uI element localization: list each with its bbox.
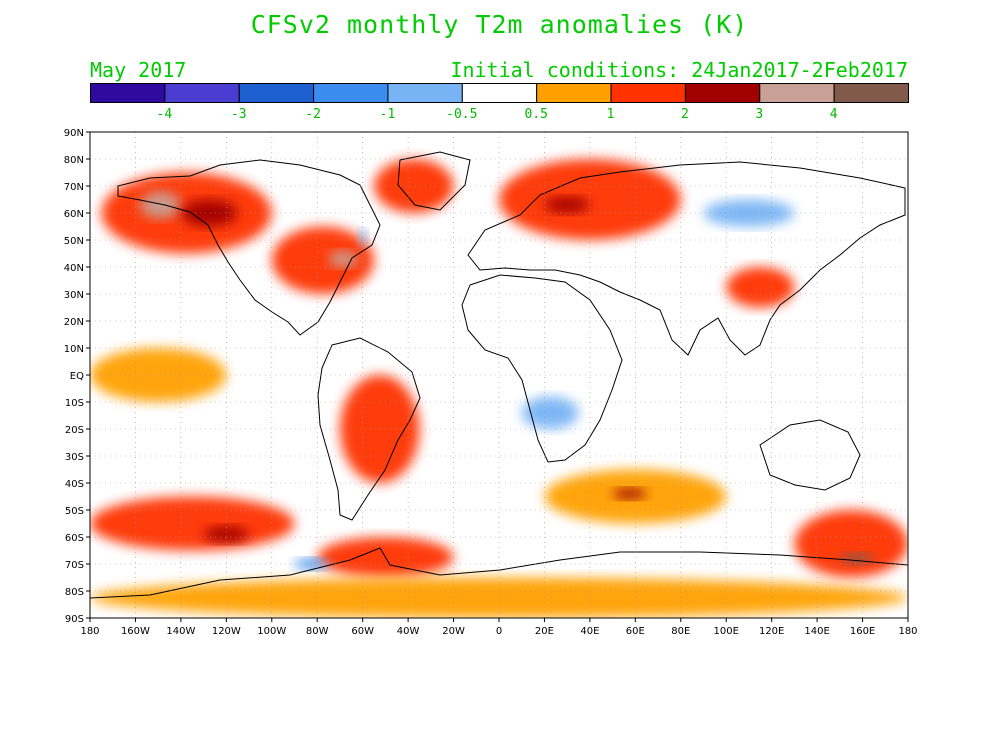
anomaly-region bbox=[328, 250, 359, 267]
lon-tick-label: 180 bbox=[898, 626, 917, 637]
anomaly-region bbox=[726, 267, 795, 308]
lon-tick-label: 40E bbox=[580, 626, 599, 637]
lat-tick-label: 70S bbox=[65, 560, 84, 571]
chart-title: CFSv2 monthly T2m anomalies (K) bbox=[250, 10, 749, 39]
lon-tick-label: 20W bbox=[442, 626, 465, 637]
lon-tick-label: 60E bbox=[626, 626, 645, 637]
lat-tick-label: 90N bbox=[64, 128, 84, 139]
lat-tick-label: 80S bbox=[65, 587, 84, 598]
lon-tick-label: 80W bbox=[306, 626, 329, 637]
lat-tick-label: 30N bbox=[64, 290, 84, 301]
lon-tick-label: 40W bbox=[397, 626, 420, 637]
initial-conditions-label: Initial conditions: 24Jan2017-2Feb2017 bbox=[450, 58, 908, 82]
anomaly-region bbox=[521, 396, 579, 429]
colorbar-tick-label: 4 bbox=[830, 107, 838, 122]
lon-tick-label: 80E bbox=[671, 626, 690, 637]
lat-tick-label: 60S bbox=[65, 533, 84, 544]
coastline-australia bbox=[759, 419, 861, 491]
lat-tick-label: 80N bbox=[64, 155, 84, 166]
lat-tick-label: 60N bbox=[64, 209, 84, 220]
coastline-eurasia bbox=[467, 161, 906, 356]
colorbar-tick-label: -0.5 bbox=[446, 107, 477, 122]
lat-tick-label: 10S bbox=[65, 398, 84, 409]
colorbar-tick-label: -2 bbox=[305, 107, 321, 122]
target-month-label: May 2017 bbox=[90, 58, 187, 82]
coastline-north-america bbox=[117, 159, 381, 336]
lon-tick-label: 100E bbox=[714, 626, 739, 637]
colorbar-tick-label: -1 bbox=[380, 107, 396, 122]
lon-tick-label: 100W bbox=[257, 626, 286, 637]
coastline-antarctica bbox=[90, 547, 908, 599]
anomaly-region bbox=[839, 553, 874, 564]
anomaly-region bbox=[180, 199, 238, 227]
lat-tick-label: 90S bbox=[65, 614, 84, 625]
lat-tick-label: 40N bbox=[64, 263, 84, 274]
lon-tick-label: 20E bbox=[535, 626, 554, 637]
colorbar-tick-label: -4 bbox=[157, 107, 173, 122]
anomaly-region bbox=[339, 375, 420, 483]
lat-tick-label: 20N bbox=[64, 317, 84, 328]
anomaly-region bbox=[203, 526, 250, 543]
lon-tick-label: 160E bbox=[850, 626, 875, 637]
colorbar-swatch bbox=[833, 83, 909, 103]
lat-tick-label: 30S bbox=[65, 452, 84, 463]
colorbar-tick-label: 3 bbox=[755, 107, 763, 122]
lat-tick-label: 50S bbox=[65, 506, 84, 517]
lon-tick-label: 0 bbox=[496, 626, 502, 637]
anomaly-region bbox=[294, 558, 329, 570]
coastline-south-america bbox=[317, 337, 421, 521]
colorbar-legend: -4 -3 -2 -1 -0.5 0.5 1 2 3 4 bbox=[90, 83, 909, 122]
lat-tick-label: EQ bbox=[70, 371, 84, 382]
colorbar-tick-label: 0.5 bbox=[524, 107, 547, 122]
lon-tick-label: 60W bbox=[351, 626, 374, 637]
anomaly-region bbox=[499, 159, 681, 240]
lon-tick-label: 140W bbox=[166, 626, 195, 637]
anomaly-region bbox=[794, 510, 908, 578]
coastline-africa bbox=[461, 274, 623, 463]
lon-tick-label: 140E bbox=[804, 626, 829, 637]
coastline-greenland bbox=[397, 151, 471, 211]
anomaly-region bbox=[544, 196, 590, 213]
anomaly-region bbox=[374, 159, 454, 213]
lat-tick-label: 40S bbox=[65, 479, 84, 490]
anomaly-region bbox=[90, 496, 295, 551]
anomaly-region bbox=[271, 226, 375, 294]
colorbar-tick-label: -3 bbox=[231, 107, 247, 122]
lon-tick-label: 180 bbox=[80, 626, 99, 637]
lat-tick-label: 50N bbox=[64, 236, 84, 247]
anomaly-region bbox=[139, 191, 181, 219]
anomaly-region bbox=[612, 488, 647, 500]
lat-tick-label: 20S bbox=[65, 425, 84, 436]
colorbar-tick-label: 2 bbox=[681, 107, 689, 122]
colorbar-tick-label: 1 bbox=[607, 107, 615, 122]
lat-tick-label: 70N bbox=[64, 182, 84, 193]
lat-tick-label: 10N bbox=[64, 344, 84, 355]
lon-tick-label: 120E bbox=[759, 626, 784, 637]
anomaly-region bbox=[90, 348, 227, 402]
lon-tick-label: 120W bbox=[212, 626, 241, 637]
anomaly-region bbox=[703, 199, 795, 227]
lon-tick-label: 160W bbox=[121, 626, 150, 637]
